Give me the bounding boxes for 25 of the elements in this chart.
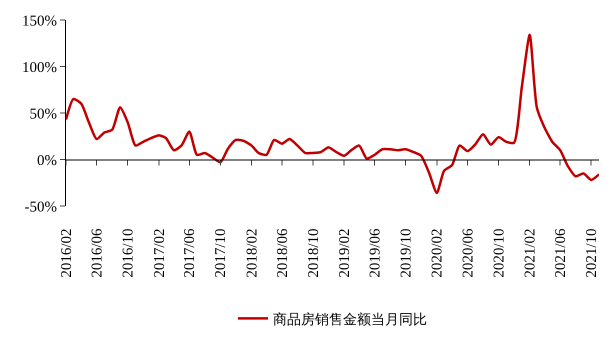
x-tick-label: 2020/02 (430, 228, 446, 278)
x-tick-label: 2016/02 (58, 228, 75, 278)
x-tick-label: 2018/06 (274, 228, 291, 278)
y-tick-label: 0% (37, 152, 57, 169)
x-tick-label: 2021/06 (553, 228, 570, 278)
x-tick-label: 2019/06 (368, 228, 384, 278)
y-tick-label: 100% (22, 60, 57, 76)
y-tick-label: -50% (24, 199, 57, 216)
x-tick-label: 2016/10 (120, 228, 137, 278)
x-tick-label: 2017/02 (152, 228, 168, 278)
x-tick-label: 2019/02 (337, 228, 354, 278)
x-tick-label: 2016/06 (90, 228, 106, 278)
x-tick-label: 2018/10 (306, 228, 322, 278)
x-tick-label: 2020/06 (460, 228, 476, 278)
legend-label: 商品房销售金额当月同比 (273, 312, 427, 328)
x-tick-label: 2021/10 (584, 228, 600, 278)
y-tick-label: 150% (22, 13, 57, 30)
x-tick-label: 2019/10 (398, 228, 414, 278)
x-tick-label: 2021/02 (522, 228, 539, 278)
x-tick-label: 2020/10 (491, 228, 508, 278)
x-tick-label: 2017/06 (182, 228, 198, 278)
x-tick-label: 2017/10 (213, 228, 230, 278)
x-tick-label: 2018/02 (244, 228, 260, 278)
line-series (66, 34, 599, 194)
y-tick-label: 50% (30, 106, 57, 122)
